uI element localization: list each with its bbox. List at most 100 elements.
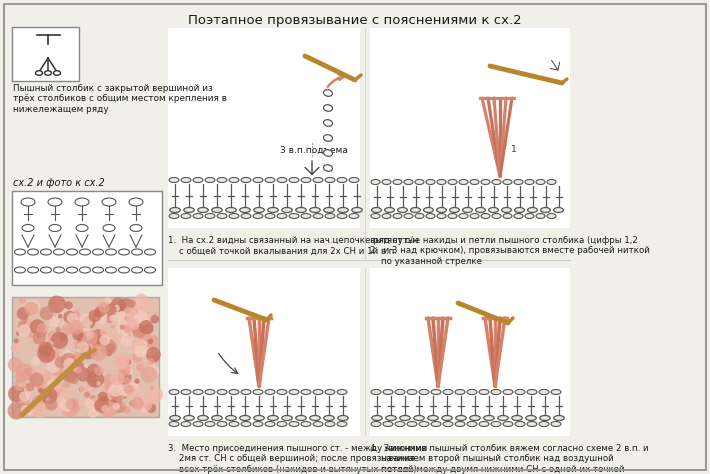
Ellipse shape [80,249,90,255]
Ellipse shape [28,267,38,273]
Circle shape [16,363,33,381]
Circle shape [65,408,70,414]
Ellipse shape [181,421,191,427]
Circle shape [37,323,48,334]
Circle shape [76,333,87,344]
Ellipse shape [324,105,332,111]
Circle shape [72,310,80,318]
Circle shape [132,353,143,363]
Ellipse shape [547,180,556,184]
Circle shape [21,405,31,415]
Ellipse shape [383,421,393,427]
Ellipse shape [448,213,457,219]
Circle shape [106,343,115,352]
Ellipse shape [21,198,35,206]
Circle shape [87,364,101,377]
Circle shape [136,395,153,412]
Circle shape [124,316,129,321]
Circle shape [75,366,82,374]
Circle shape [88,407,99,418]
Ellipse shape [301,213,311,219]
Circle shape [24,301,38,316]
Circle shape [40,306,53,320]
Ellipse shape [253,416,264,420]
Circle shape [80,341,95,357]
Ellipse shape [492,180,501,184]
Circle shape [21,383,31,393]
Ellipse shape [431,390,441,394]
Ellipse shape [459,213,468,219]
Ellipse shape [282,208,293,212]
Ellipse shape [268,416,278,420]
Circle shape [131,339,146,353]
Ellipse shape [554,416,564,420]
Circle shape [74,359,80,365]
Circle shape [80,313,94,327]
Circle shape [117,370,131,384]
Circle shape [66,397,79,410]
Circle shape [89,310,101,322]
Circle shape [119,364,131,376]
Circle shape [61,353,78,369]
Circle shape [133,311,148,326]
Ellipse shape [49,225,61,231]
Ellipse shape [324,416,334,420]
Circle shape [134,327,143,335]
Circle shape [122,394,127,399]
Ellipse shape [253,177,263,182]
Ellipse shape [324,135,332,141]
Ellipse shape [437,180,446,184]
Circle shape [132,324,146,338]
Ellipse shape [404,180,413,184]
Circle shape [148,338,153,344]
Ellipse shape [481,180,490,184]
Ellipse shape [503,180,512,184]
Ellipse shape [528,208,537,212]
Circle shape [60,389,64,392]
Ellipse shape [547,213,556,219]
Ellipse shape [241,390,251,394]
Circle shape [97,392,108,402]
Ellipse shape [514,180,523,184]
Ellipse shape [536,213,545,219]
Ellipse shape [551,421,561,427]
Circle shape [81,344,91,354]
Text: 2: 2 [501,138,507,147]
Circle shape [124,324,132,333]
Circle shape [42,391,54,402]
Circle shape [146,364,159,377]
Circle shape [120,324,125,330]
Ellipse shape [371,390,381,394]
Ellipse shape [512,416,523,420]
Circle shape [94,306,106,317]
Ellipse shape [67,249,77,255]
Circle shape [126,367,133,375]
Ellipse shape [253,213,263,219]
Ellipse shape [383,390,393,394]
Ellipse shape [313,421,323,427]
Circle shape [65,301,72,310]
Circle shape [115,356,126,366]
Circle shape [58,303,65,310]
Circle shape [105,304,116,315]
Ellipse shape [241,213,251,219]
Circle shape [84,318,92,326]
Ellipse shape [145,267,155,273]
Circle shape [139,320,153,334]
Ellipse shape [184,416,195,420]
Circle shape [109,333,119,343]
Ellipse shape [265,177,275,182]
Circle shape [110,391,119,400]
Circle shape [109,399,117,407]
Ellipse shape [539,421,549,427]
Ellipse shape [437,213,446,219]
Circle shape [146,403,156,413]
Ellipse shape [503,421,513,427]
Circle shape [50,349,60,358]
Ellipse shape [431,421,441,427]
Bar [168,28,360,228]
Circle shape [129,400,136,406]
Ellipse shape [442,416,452,420]
Ellipse shape [554,208,563,212]
Circle shape [143,324,154,335]
